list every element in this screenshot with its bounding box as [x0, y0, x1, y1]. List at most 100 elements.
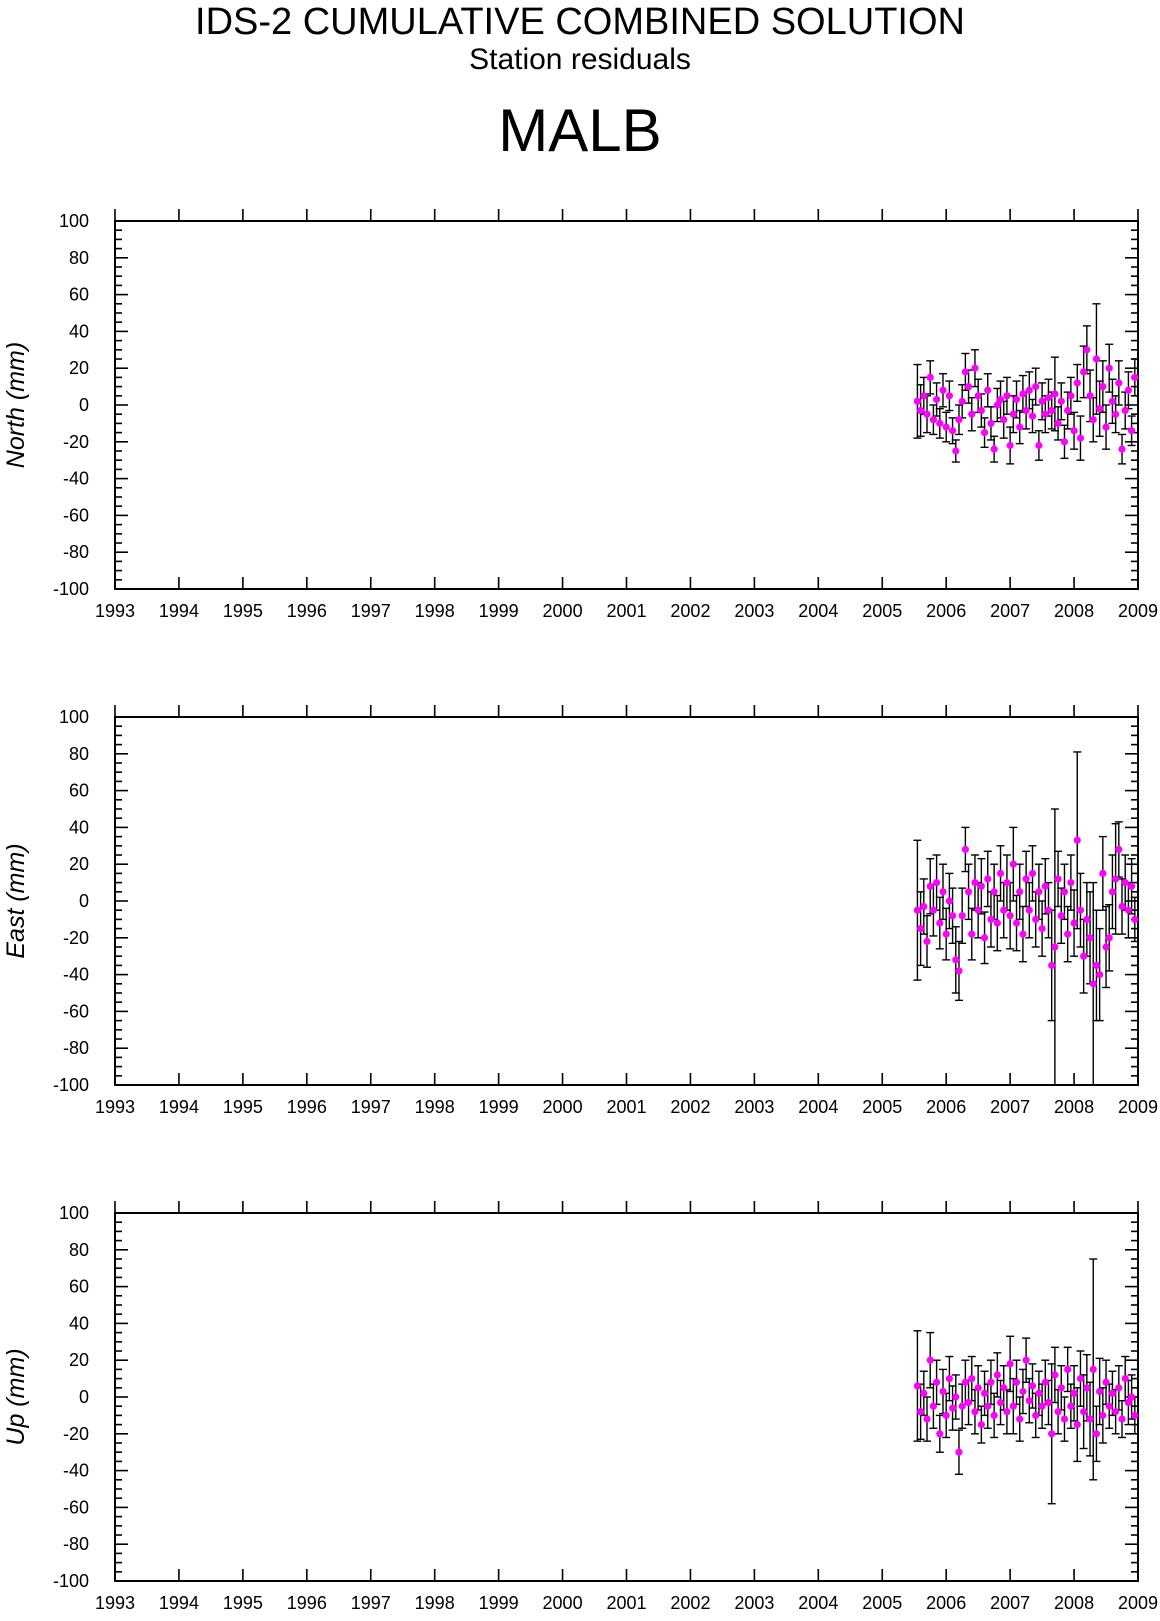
- up-data-point: [1016, 1415, 1024, 1423]
- north-y-tick-label: -100: [53, 579, 89, 599]
- east-y-tick-label: 0: [79, 891, 89, 911]
- east-x-tick-label: 1999: [479, 1097, 519, 1117]
- up-data-point: [1019, 1387, 1027, 1396]
- up-data-point: [1035, 1389, 1043, 1397]
- east-data-point: [1054, 875, 1062, 883]
- north-data-point: [936, 419, 944, 427]
- up-data-point: [987, 1378, 995, 1386]
- north-y-tick-label: 0: [79, 395, 89, 415]
- north-data-point: [1057, 397, 1065, 405]
- up-data-point: [1128, 1393, 1136, 1401]
- east-data-point: [1083, 915, 1091, 924]
- north-x-tick-label: 1995: [223, 601, 263, 621]
- north-x-tick-label: 1994: [159, 601, 199, 621]
- north-x-tick-label: 2002: [670, 601, 710, 621]
- east-data-point: [964, 888, 973, 896]
- east-data-point: [1057, 912, 1065, 920]
- up-data-point: [1089, 1365, 1097, 1373]
- east-data-point: [936, 919, 944, 927]
- east-y-tick-label: -20: [63, 928, 89, 948]
- north-data-point: [1076, 434, 1085, 442]
- north-data-point: [926, 373, 934, 381]
- up-data-point: [1099, 1411, 1107, 1419]
- east-data-point: [1105, 934, 1113, 942]
- north-data-point: [1035, 441, 1043, 450]
- north-y-tick-label: 60: [69, 285, 89, 305]
- east-y-tick-label: 80: [69, 744, 89, 764]
- up-y-tick-label: 80: [69, 1240, 89, 1260]
- up-data-point: [964, 1398, 973, 1407]
- north-data-point: [1073, 379, 1081, 387]
- up-data-point: [1028, 1382, 1037, 1390]
- north-data-point: [961, 368, 969, 376]
- north-data-point: [968, 410, 976, 418]
- east-data-point: [1128, 882, 1136, 890]
- north-data-point: [1115, 379, 1123, 387]
- east-data-point: [952, 956, 960, 964]
- up-data-point: [939, 1387, 947, 1396]
- east-data-point: [1118, 902, 1126, 911]
- up-data-point: [1067, 1402, 1075, 1410]
- north-data-point: [1054, 419, 1062, 427]
- east-data-point: [971, 879, 979, 887]
- up-data-point: [971, 1408, 979, 1416]
- up-data-point: [1073, 1421, 1081, 1429]
- up-y-tick-label: -40: [63, 1461, 89, 1481]
- up-data-point: [1112, 1408, 1120, 1416]
- north-data-point: [1080, 368, 1088, 376]
- up-data-point: [929, 1402, 938, 1410]
- up-data-point: [1080, 1408, 1088, 1416]
- north-data-point: [1041, 410, 1049, 418]
- up-data-point: [1131, 1411, 1139, 1419]
- up-x-tick-label: 1998: [415, 1593, 455, 1613]
- north-data-point: [958, 397, 966, 405]
- up-x-tick-label: 1999: [479, 1593, 519, 1613]
- east-data-point: [990, 888, 998, 896]
- east-y-tick-label: 20: [69, 854, 89, 874]
- up-data-point: [1048, 1430, 1056, 1438]
- up-data-point: [1108, 1389, 1117, 1397]
- up-data-point: [1124, 1398, 1133, 1407]
- east-data-point: [942, 930, 950, 938]
- up-data-point: [917, 1408, 925, 1416]
- north-data-point: [1032, 383, 1040, 391]
- east-data-point: [977, 882, 985, 890]
- up-x-tick-label: 2008: [1054, 1593, 1094, 1613]
- east-data-point: [1048, 961, 1056, 970]
- north-data-point: [1102, 423, 1110, 431]
- up-data-point: [1051, 1371, 1059, 1379]
- east-data-point: [968, 930, 976, 938]
- north-data-point: [1006, 441, 1014, 450]
- east-data-point: [1112, 875, 1120, 883]
- north-data-point: [1086, 392, 1094, 400]
- up-data-point: [968, 1375, 976, 1383]
- east-data-point: [1044, 906, 1053, 914]
- east-data-point: [1086, 934, 1094, 942]
- north-y-tick-label: 80: [69, 248, 89, 268]
- north-y-tick-label: -40: [63, 469, 89, 489]
- up-data-point: [1057, 1384, 1065, 1392]
- east-x-tick-label: 2008: [1054, 1097, 1094, 1117]
- east-data-point: [987, 915, 995, 924]
- up-data-point: [1070, 1389, 1078, 1397]
- east-data-point: [1028, 869, 1037, 878]
- north-data-point: [1096, 405, 1104, 413]
- north-data-point: [939, 386, 947, 394]
- up-data-point: [984, 1402, 992, 1410]
- north-data-point: [1099, 383, 1107, 391]
- up-x-tick-label: 1995: [223, 1593, 263, 1613]
- north-y-tick-label: -80: [63, 542, 89, 562]
- up-data-point: [1022, 1356, 1030, 1364]
- up-data-point: [1118, 1415, 1126, 1423]
- north-data-point: [942, 423, 950, 431]
- up-y-tick-label: -80: [63, 1534, 89, 1554]
- north-data-point: [1108, 397, 1117, 405]
- up-data-point: [1044, 1398, 1053, 1407]
- east-plot-frame: [114, 716, 1139, 1086]
- up-data-point: [920, 1389, 928, 1397]
- north-data-point: [955, 416, 963, 424]
- east-x-tick-label: 1995: [223, 1097, 263, 1117]
- east-data-point: [926, 882, 934, 890]
- east-data-point: [932, 879, 941, 887]
